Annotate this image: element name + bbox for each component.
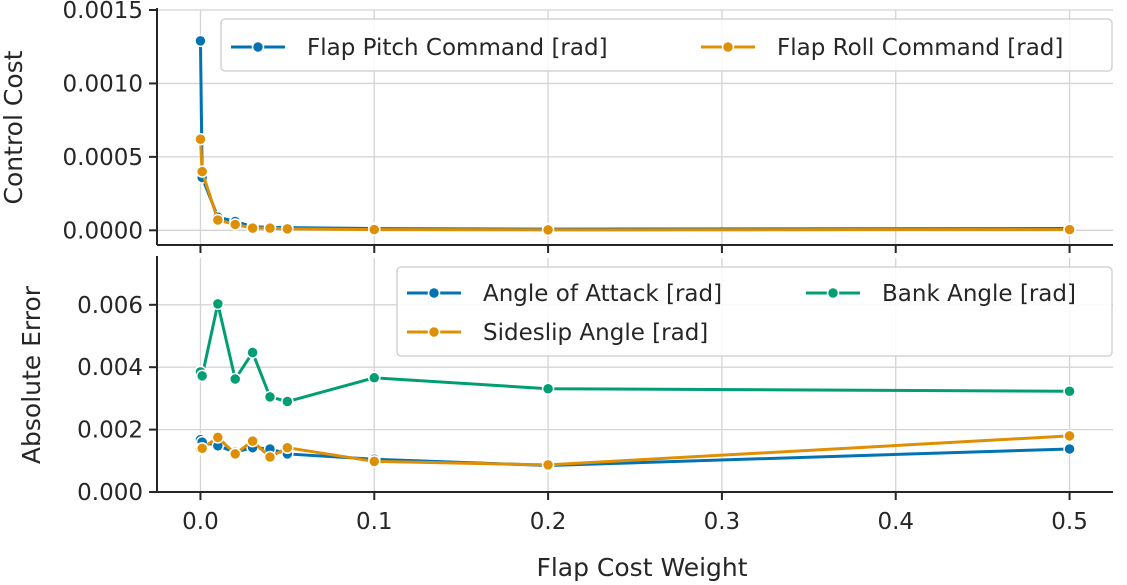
data-point <box>211 297 225 311</box>
x-axis-label: Flap Cost Weight <box>536 553 747 582</box>
data-point <box>263 450 277 464</box>
y-axis-label: Absolute Error <box>17 285 46 464</box>
x-tick-label: 0.1 <box>356 509 393 535</box>
data-point <box>1063 384 1076 398</box>
legend-box <box>396 266 1113 357</box>
data-point <box>281 222 294 236</box>
data-point <box>368 455 381 468</box>
data-point <box>195 442 209 455</box>
data-point <box>1063 429 1076 443</box>
legend-swatch-marker <box>826 286 840 300</box>
legend-box <box>220 18 1113 72</box>
y-tick-label: 0.004 <box>77 355 143 381</box>
series-line <box>198 139 1070 232</box>
data-point <box>211 431 225 444</box>
data-point <box>368 223 381 236</box>
legend-swatch-marker <box>251 40 265 54</box>
control-cost-panel: 0.0000 0.0005 0.0010 0.0015 Control Cost Flap… <box>0 0 1113 253</box>
legend-label: Sideslip Angle [rad] <box>483 320 708 346</box>
data-point <box>541 223 555 237</box>
legend-label: Flap Pitch Command [rad] <box>307 35 608 61</box>
absolute-error-panel: 0.000 0.002 0.004 0.006 0.0 0.1 0.2 0.3 0.4 0.5 Ab… <box>17 256 1113 535</box>
data-point <box>281 395 294 408</box>
y-tick-label: 0.000 <box>77 480 143 506</box>
x-tick-label: 0.3 <box>704 509 741 535</box>
legend-label: Flap Roll Command [rad] <box>777 35 1063 61</box>
x-tick-label: 0.4 <box>877 509 914 535</box>
data-point <box>194 34 207 48</box>
data-point <box>194 133 207 146</box>
data-point <box>541 382 555 395</box>
y-tick-label: 0.002 <box>77 418 143 444</box>
y-tick-label: 0.0000 <box>63 218 143 244</box>
x-tick-label: 0.0 <box>182 509 219 535</box>
data-point <box>263 221 277 235</box>
data-point <box>1063 223 1076 236</box>
x-tick-label: 0.2 <box>530 509 567 535</box>
data-point <box>541 458 555 472</box>
series-line <box>199 302 1070 404</box>
data-point <box>368 371 381 385</box>
data-point <box>211 213 225 227</box>
legend-swatch-marker <box>427 286 441 300</box>
legend-label: Angle of Attack [rad] <box>483 281 722 307</box>
data-point <box>228 447 242 461</box>
series-line <box>199 434 1070 467</box>
x-tick-label: 0.5 <box>1051 509 1088 535</box>
data-point <box>228 218 242 231</box>
data-point <box>1063 442 1076 456</box>
data-point <box>263 390 277 404</box>
legend-swatch-marker <box>427 325 441 339</box>
y-tick-label: 0.0005 <box>63 145 143 171</box>
legend-swatch-marker <box>721 40 735 54</box>
y-tick-label: 0.0015 <box>63 0 143 24</box>
data-point <box>246 346 259 359</box>
data-point <box>281 441 294 454</box>
y-axis-label: Control Cost <box>0 50 28 204</box>
data-point <box>195 165 209 178</box>
legend-label: Bank Angle [rad] <box>882 281 1076 307</box>
data-point <box>195 369 209 383</box>
y-tick-label: 0.0010 <box>63 71 143 97</box>
y-tick-label: 0.006 <box>77 293 143 319</box>
data-point <box>246 221 259 235</box>
data-point <box>246 434 259 448</box>
data-point <box>228 372 242 386</box>
